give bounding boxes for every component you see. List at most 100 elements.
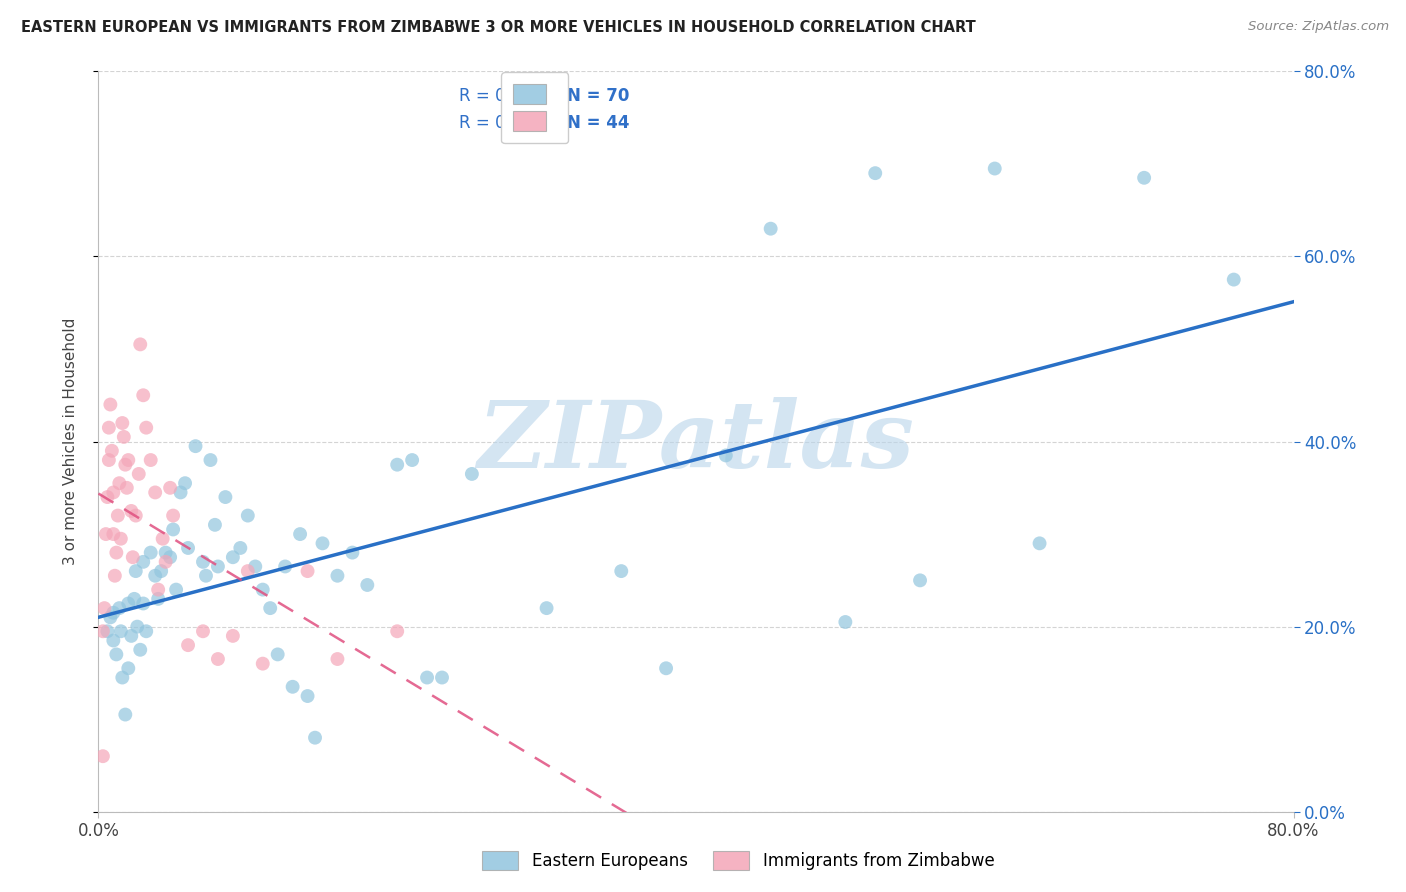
Point [267, 648, 290, 662]
Point [184, 439, 207, 453]
Point [139, 453, 162, 467]
Text: N = 70: N = 70 [567, 87, 630, 104]
Point [143, 568, 166, 582]
Point [104, 568, 127, 582]
Point [461, 467, 484, 481]
Text: N = 44: N = 44 [567, 114, 630, 132]
Point [222, 550, 245, 565]
Point [108, 601, 131, 615]
Text: R = 0.442: R = 0.442 [460, 87, 543, 104]
Point [252, 657, 274, 671]
Point [326, 568, 349, 582]
Point [297, 689, 319, 703]
Point [1133, 170, 1156, 185]
Point [385, 624, 409, 639]
Point [139, 545, 162, 560]
Point [97, 420, 120, 434]
Point [115, 481, 138, 495]
Point [135, 624, 157, 639]
Point [96, 624, 118, 639]
Point [129, 642, 152, 657]
Point [105, 648, 128, 662]
Point [385, 458, 409, 472]
Point [124, 591, 146, 606]
Point [105, 545, 128, 560]
Point [236, 564, 259, 578]
Point [111, 416, 134, 430]
Point [207, 559, 229, 574]
Point [103, 485, 125, 500]
Point [165, 582, 187, 597]
Point [110, 624, 132, 639]
Point [984, 161, 1007, 176]
Point [655, 661, 678, 675]
Point [117, 453, 139, 467]
Point [103, 633, 125, 648]
Point [117, 661, 139, 675]
Point [101, 443, 124, 458]
Point [177, 541, 200, 555]
Point [125, 508, 148, 523]
Point [108, 476, 131, 491]
Point [259, 601, 281, 615]
Point [159, 481, 181, 495]
Legend: , : , [502, 72, 568, 143]
Point [245, 559, 267, 574]
Point [169, 485, 191, 500]
Point [96, 490, 118, 504]
Point [1223, 272, 1246, 286]
Point [98, 610, 122, 624]
Text: ZIPatlas: ZIPatlas [478, 397, 914, 486]
Point [97, 453, 120, 467]
Point [274, 559, 297, 574]
Point [152, 532, 174, 546]
Point [416, 671, 439, 685]
Point [356, 578, 378, 592]
Point [304, 731, 326, 745]
Point [91, 624, 114, 639]
Point [222, 629, 245, 643]
Point [128, 467, 150, 481]
Legend: Eastern Europeans, Immigrants from Zimbabwe: Eastern Europeans, Immigrants from Zimba… [475, 844, 1001, 877]
Point [610, 564, 633, 578]
Point [120, 504, 142, 518]
Y-axis label: 3 or more Vehicles in Household: 3 or more Vehicles in Household [63, 318, 77, 566]
Point [200, 453, 222, 467]
Point [297, 564, 319, 578]
Point [229, 541, 252, 555]
Point [135, 420, 157, 434]
Point [214, 490, 236, 504]
Point [236, 508, 259, 523]
Point [114, 707, 136, 722]
Point [125, 564, 148, 578]
Point [207, 652, 229, 666]
Point [148, 591, 170, 606]
Point [103, 527, 125, 541]
Point [117, 597, 139, 611]
Point [91, 749, 114, 764]
Point [191, 555, 214, 569]
Point [834, 615, 856, 629]
Point [103, 606, 125, 620]
Point [430, 671, 453, 685]
Point [148, 582, 170, 597]
Text: R = 0.095: R = 0.095 [460, 114, 543, 132]
Point [155, 555, 177, 569]
Point [129, 337, 152, 351]
Point [714, 449, 737, 463]
Point [114, 458, 136, 472]
Point [281, 680, 304, 694]
Point [401, 453, 423, 467]
Point [159, 550, 181, 565]
Point [132, 555, 155, 569]
Point [112, 430, 135, 444]
Point [94, 527, 117, 541]
Point [191, 624, 214, 639]
Text: EASTERN EUROPEAN VS IMMIGRANTS FROM ZIMBABWE 3 OR MORE VEHICLES IN HOUSEHOLD COR: EASTERN EUROPEAN VS IMMIGRANTS FROM ZIMB… [21, 20, 976, 35]
Point [342, 545, 364, 560]
Point [162, 523, 184, 537]
Point [120, 629, 142, 643]
Point [155, 545, 177, 560]
Point [865, 166, 887, 180]
Point [174, 476, 197, 491]
